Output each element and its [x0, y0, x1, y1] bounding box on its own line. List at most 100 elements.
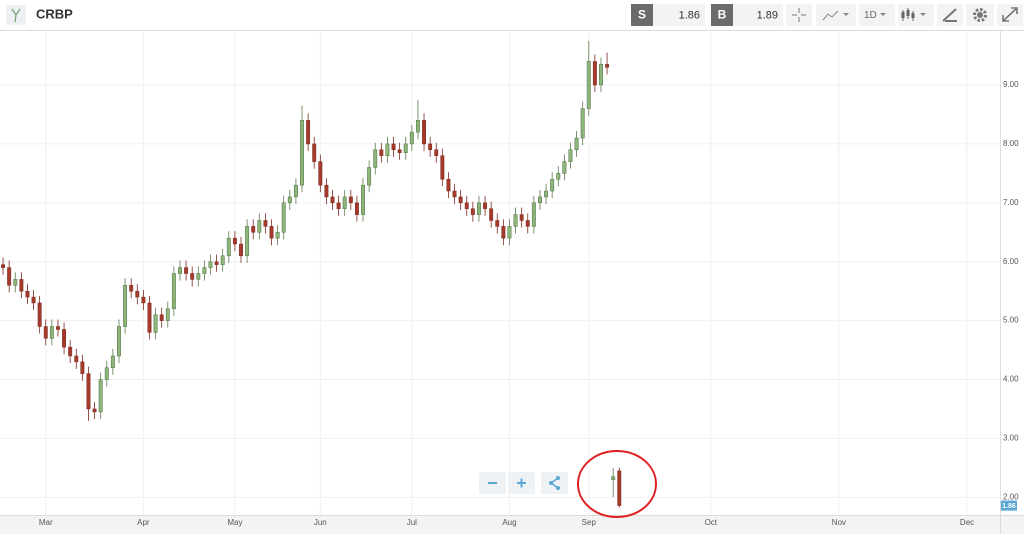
candle-body	[483, 202, 488, 209]
chart-type-button[interactable]	[816, 4, 856, 26]
price-marker-box	[1001, 500, 1017, 511]
candle-body	[56, 326, 60, 330]
candle-body	[501, 226, 506, 239]
candle-body	[318, 161, 323, 186]
candle-body	[599, 64, 603, 86]
x-tick-label: May	[227, 518, 242, 527]
crosshair-button[interactable]	[786, 4, 812, 26]
buy-tag-box[interactable]	[711, 4, 733, 26]
candle-body	[232, 237, 237, 245]
candle-body	[49, 326, 54, 339]
candles-icon-body	[906, 10, 910, 16]
y-tick-label: 3.00	[1003, 434, 1019, 443]
candle-body	[263, 220, 268, 227]
x-tick-label: Nov	[832, 518, 846, 527]
x-tick-label: Mar	[39, 518, 53, 527]
candle-body	[123, 285, 128, 327]
candles-icon-body	[911, 13, 915, 18]
fullscreen-icon	[1002, 7, 1018, 22]
candle-body	[592, 61, 597, 86]
interval-button[interactable]	[859, 4, 895, 26]
candle-body	[1, 264, 6, 268]
candle-body	[37, 302, 42, 327]
share-button[interactable]	[541, 472, 568, 494]
y-tick-label: 6.00	[1003, 257, 1019, 266]
candle-body	[312, 143, 317, 162]
settings-icon	[973, 8, 987, 22]
x-tick-label: Jun	[314, 518, 327, 527]
crosshair-icon	[792, 8, 806, 22]
highlight-circle	[577, 450, 657, 518]
buy-price: 1.89	[757, 9, 778, 21]
sell-price-box[interactable]	[653, 4, 705, 26]
candle-body	[184, 267, 189, 274]
draw-icon	[942, 8, 957, 22]
candle-body	[165, 308, 170, 321]
candle-body	[129, 285, 134, 292]
dropdown-arrow	[920, 13, 926, 16]
candle-body	[62, 329, 67, 348]
candle-body	[354, 202, 359, 215]
candle-body	[611, 476, 616, 480]
candle-body	[214, 261, 219, 265]
x-tick-label: Aug	[502, 518, 516, 527]
candle-body	[586, 61, 591, 109]
y-tick-label: 7.00	[1003, 198, 1019, 207]
candle-body	[171, 273, 176, 310]
sell-tag: S	[638, 8, 646, 22]
candle-body	[190, 273, 195, 280]
candle-style-button[interactable]	[898, 4, 934, 26]
candle-body	[159, 314, 164, 321]
sell-tag-box[interactable]	[631, 4, 653, 26]
candle-body	[293, 184, 298, 198]
x-tick-label: Apr	[137, 518, 150, 527]
candle-body	[367, 167, 372, 186]
line-icon	[822, 10, 839, 21]
candle-body	[68, 346, 73, 357]
candle-body	[489, 208, 494, 221]
candle-body	[135, 290, 140, 298]
share-icon-dot	[549, 481, 553, 485]
candle-body	[281, 202, 286, 233]
x-axis-strip	[0, 516, 1024, 534]
candle-body	[336, 202, 341, 209]
candle-body	[464, 202, 469, 209]
candle-body	[513, 214, 518, 227]
candle-body	[104, 367, 109, 380]
candle-body	[538, 196, 542, 204]
buy-price-box[interactable]	[733, 4, 783, 26]
candle-body	[98, 379, 103, 413]
settings-icon-hub	[977, 12, 983, 18]
candle-body	[580, 108, 585, 139]
candle-body	[562, 161, 567, 174]
candle-body	[269, 226, 274, 239]
candle-body	[196, 273, 201, 280]
candle-body	[385, 143, 390, 156]
y-tick-label: 5.00	[1003, 316, 1019, 325]
x-tick-label: Jul	[407, 518, 417, 527]
candle-body	[147, 302, 152, 333]
candle-body	[348, 196, 353, 204]
candle-body	[544, 190, 549, 198]
candle-body	[251, 226, 256, 233]
candle-body	[415, 120, 420, 133]
candle-body	[446, 179, 451, 192]
candle-body	[403, 143, 408, 153]
candle-body	[202, 267, 207, 274]
dropdown-arrow	[880, 13, 886, 16]
candle-body	[507, 226, 512, 239]
candle-body	[458, 196, 463, 204]
candles	[1, 40, 622, 508]
candle-body	[275, 232, 280, 239]
candle-body	[226, 237, 231, 257]
share-icon-dot	[556, 486, 560, 490]
interval: 1D	[864, 10, 877, 21]
candle-body	[470, 208, 475, 215]
candle-body	[434, 149, 439, 156]
candle-body	[117, 326, 121, 357]
candle-body	[153, 314, 158, 333]
y-tick-label: 9.00	[1003, 80, 1019, 89]
candle-body	[495, 220, 500, 227]
candle-body	[80, 361, 85, 374]
